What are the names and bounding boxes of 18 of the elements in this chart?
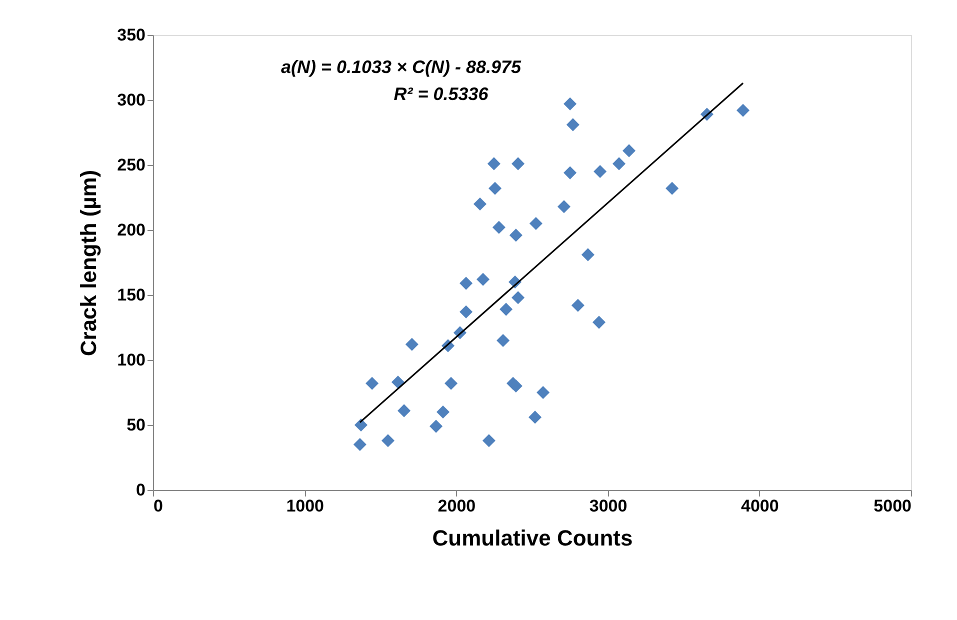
y-tick-label: 300	[117, 90, 146, 110]
x-tick-label: 0	[154, 496, 163, 516]
x-axis-title: Cumulative Counts	[432, 526, 633, 550]
annotation: a(N) = 0.1033 × C(N) - 88.975	[280, 57, 522, 77]
x-tick-label: 4000	[740, 496, 779, 516]
y-tick-label: 350	[117, 26, 146, 44]
x-tick-label: 1000	[286, 496, 324, 516]
x-tick-label: 2000	[438, 496, 476, 516]
x-tick-label: 5000	[874, 496, 912, 516]
y-tick-label: 250	[117, 156, 146, 174]
x-tick-label: 3000	[589, 496, 628, 516]
y-tick-label: 100	[117, 350, 146, 370]
y-tick-label: 50	[126, 416, 146, 434]
y-tick-label: 200	[117, 220, 146, 240]
y-tick-label: 0	[136, 480, 146, 500]
y-axis-title: Crack length (µm)	[76, 170, 102, 356]
y-tick-label: 150	[117, 286, 146, 304]
annotation: R² = 0.5336	[394, 84, 490, 104]
